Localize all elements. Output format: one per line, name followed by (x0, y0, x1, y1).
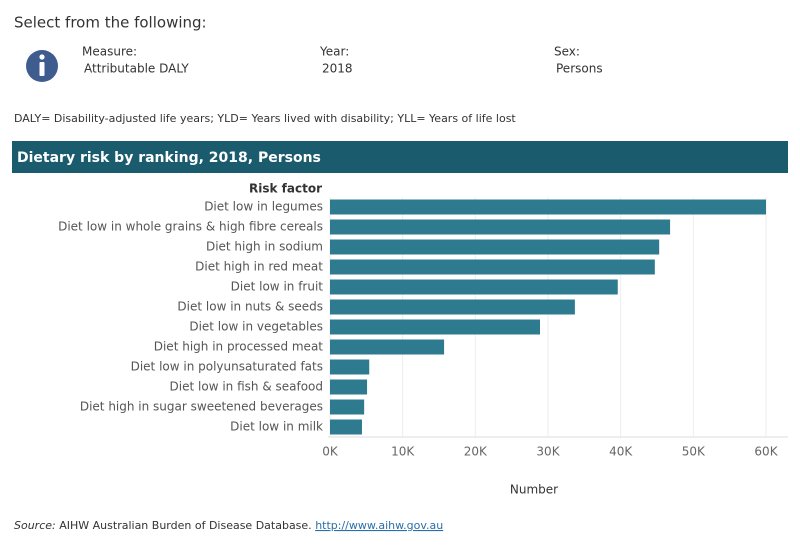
source: Source: AIHW Australian Burden of Diseas… (14, 519, 443, 532)
y-tick-label: Diet high in red meat (195, 260, 323, 274)
header-title: Select from the following: (14, 14, 207, 32)
x-tick-label: 20K (464, 445, 488, 459)
bar (330, 299, 575, 315)
source-text: AIHW Australian Burden of Disease Databa… (59, 519, 311, 532)
x-tick-label: 50K (682, 445, 706, 459)
y-axis-title: Risk factor (249, 182, 322, 196)
y-tick-label: Diet high in sugar sweetened beverages (80, 400, 323, 414)
y-tick-label: Diet low in milk (230, 420, 323, 434)
y-tick-label: Diet low in fruit (231, 280, 324, 294)
x-tick-label: 0K (322, 445, 339, 459)
x-tick-label: 40K (609, 445, 633, 459)
y-tick-label: Diet low in legumes (204, 200, 323, 214)
filter-label: Year: (319, 45, 349, 59)
filter-value[interactable]: 2018 (322, 62, 353, 76)
bar (330, 319, 541, 335)
filter-label: Measure: (82, 45, 137, 59)
bar (330, 279, 618, 295)
y-tick-label: Diet low in polyunsaturated fats (131, 360, 323, 374)
bar (330, 359, 370, 375)
title-band (12, 141, 788, 173)
x-tick-label: 10K (391, 445, 415, 459)
y-tick-label: Diet low in whole grains & high fibre ce… (58, 220, 323, 234)
bar (330, 219, 671, 235)
bar (330, 339, 445, 355)
plot: 0K 10K 20K 30K 40K 50K 60K Diet low in legumes D… (58, 197, 788, 459)
info-icon (26, 50, 58, 82)
x-tick-label: 60K (754, 445, 778, 459)
y-tick-label: Diet low in vegetables (189, 320, 323, 334)
source-link[interactable]: http://www.aihw.gov.au (315, 519, 443, 532)
y-tick-label: Diet high in processed meat (154, 340, 324, 354)
bar (330, 399, 365, 415)
x-axis-title: Number (510, 483, 558, 497)
filter-value[interactable]: Attributable DALY (84, 62, 189, 76)
source-label: Source: (14, 519, 56, 532)
bar (330, 419, 362, 435)
y-tick-label: Diet low in nuts & seeds (177, 300, 323, 314)
bar (330, 199, 766, 215)
bar (330, 259, 655, 275)
note: DALY= Disability-adjusted life years; YL… (14, 112, 516, 125)
y-tick-label: Diet high in sodium (206, 240, 323, 254)
chart-title: Dietary risk by ranking, 2018, Persons (17, 150, 321, 166)
x-tick-label: 30K (536, 445, 560, 459)
bar (330, 239, 660, 255)
filter-label: Sex: (554, 45, 580, 59)
filter-value[interactable]: Persons (556, 62, 603, 76)
bar (330, 379, 368, 395)
y-tick-label: Diet low in fish & seafood (170, 380, 323, 394)
